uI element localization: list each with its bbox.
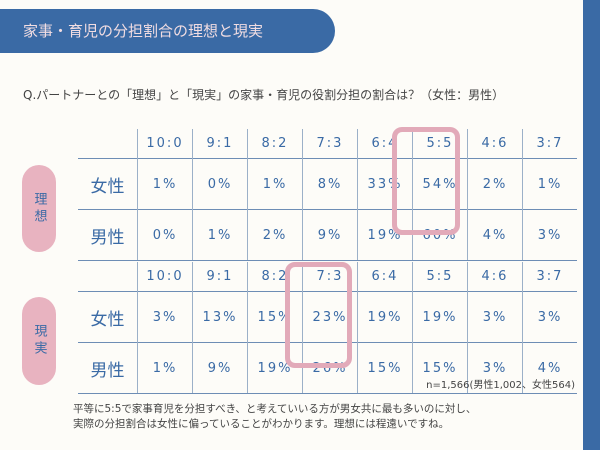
row-label: 男性 [78,342,138,394]
reality-label: 現実 [22,297,56,385]
title-banner: 家事・育児の分担割合の理想と現実 [0,9,335,53]
cell: 19% [357,209,413,261]
column-header: 9:1 [192,262,248,292]
reality-table: 10:0 9:1 8:2 7:3 6:4 5:5 4:6 3:7 女性 3% 13% 15% 23% 19… [78,262,577,394]
cell: 33% [357,158,413,210]
column-header: 5:5 [412,262,468,292]
column-header: 10:0 [137,262,193,292]
column-header: 3:7 [522,262,577,292]
row-label: 女性 [78,158,138,210]
cell: 15% [357,342,413,394]
cell: 4% [467,209,523,261]
column-header: 4:6 [467,262,523,292]
header-row: 10:0 9:1 8:2 7:3 6:4 5:5 4:6 3:7 [78,129,577,159]
cell: 9% [302,209,358,261]
cell: 3% [522,291,577,343]
cell: 19% [357,291,413,343]
cell: 19% [247,342,303,394]
cell: 3% [522,209,577,261]
column-header: 4:6 [467,129,523,159]
ideal-label: 理想 [22,165,56,252]
column-header: 6:4 [357,129,413,159]
cell: 9% [192,342,248,394]
column-header: 9:1 [192,129,248,159]
column-header: 8:2 [247,129,303,159]
sample-size: n=1,566(男性1,002、女性564) [426,380,575,391]
reality-highlight [285,262,352,368]
table-row: 男性 0% 1% 2% 9% 19% 60% 4% 3% [78,209,577,261]
cell: 1% [522,158,577,210]
column-header: 3:7 [522,129,577,159]
cell: 2% [467,158,523,210]
cell: 2% [247,209,303,261]
cell: 3% [137,291,193,343]
cell: 19% [412,291,468,343]
cell: 3% [467,291,523,343]
cell: 15% [247,291,303,343]
cell: 1% [192,209,248,261]
table-row: 女性 1% 0% 1% 8% 33% 54% 2% 1% [78,158,577,210]
table-row: 女性 3% 13% 15% 23% 19% 19% 3% 3% [78,291,577,343]
cell: 1% [137,158,193,210]
note-line: 実際の分担割合は女性に偏っていることがわかります。理想には程遠いですね。 [73,418,450,430]
question: Q.パートナーとの「理想」と「現実」の家事・育児の役割分担の割合は？（女性：男性… [23,88,505,102]
cell: 13% [192,291,248,343]
column-header: 6:4 [357,262,413,292]
cell: 4% [522,342,577,394]
ideal-table: 10:0 9:1 8:2 7:3 6:4 5:5 4:6 3:7 女性 1% 0% 1% 8% 33% 54… [78,129,577,261]
row-label: 女性 [78,291,138,343]
ideal-highlight [392,127,460,235]
note: 平等に5:5で家事育児を分担すべき、と考えていいる方が男女共に最も多いのに対し、… [73,402,476,432]
cell: 8% [302,158,358,210]
cell: 1% [137,342,193,394]
table-row: 男性 1% 9% 19% 26% 15% 15% 3% 4% [78,342,577,394]
cell: 15% [412,342,468,394]
cell: 1% [247,158,303,210]
column-header: 10:0 [137,129,193,159]
cell: 3% [467,342,523,394]
cell: 0% [192,158,248,210]
note-line: 平等に5:5で家事育児を分担すべき、と考えていいる方が男女共に最も多いのに対し、 [73,403,477,415]
header-row: 10:0 9:1 8:2 7:3 6:4 5:5 4:6 3:7 [78,262,577,292]
column-header: 7:3 [302,129,358,159]
row-label: 男性 [78,209,138,261]
side-strip [583,0,600,450]
cell: 0% [137,209,193,261]
